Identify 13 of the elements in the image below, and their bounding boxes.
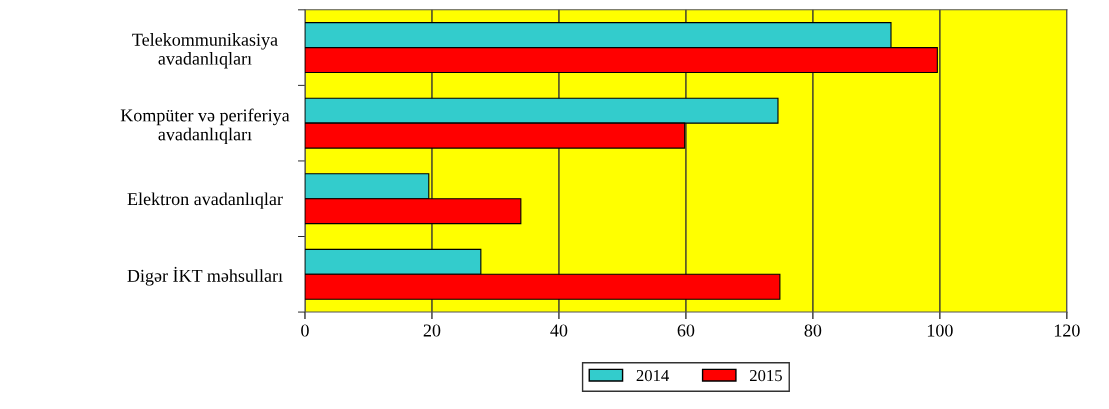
x-tick-label: 60 (677, 324, 695, 337)
x-tick-label: 40 (550, 324, 568, 337)
x-tick-label: 20 (423, 324, 441, 337)
x-tick-label: 80 (804, 324, 822, 337)
x-tick-label: 120 (1054, 324, 1080, 337)
y-tick-label: Elektron avadanlıqlar (127, 192, 283, 209)
y-tick-label: Kompüter və periferiya avadanlıqları (120, 108, 290, 145)
y-tick-label: Digər İKT məhsulları (127, 266, 283, 286)
y-tick-label: Telekommunikasiya avadanlıqları (132, 33, 278, 69)
x-tick-label: 100 (927, 324, 953, 337)
legend-label: 2014 (636, 369, 669, 382)
legend-label: 2015 (749, 369, 782, 382)
x-tick-label: 0 (301, 324, 309, 337)
